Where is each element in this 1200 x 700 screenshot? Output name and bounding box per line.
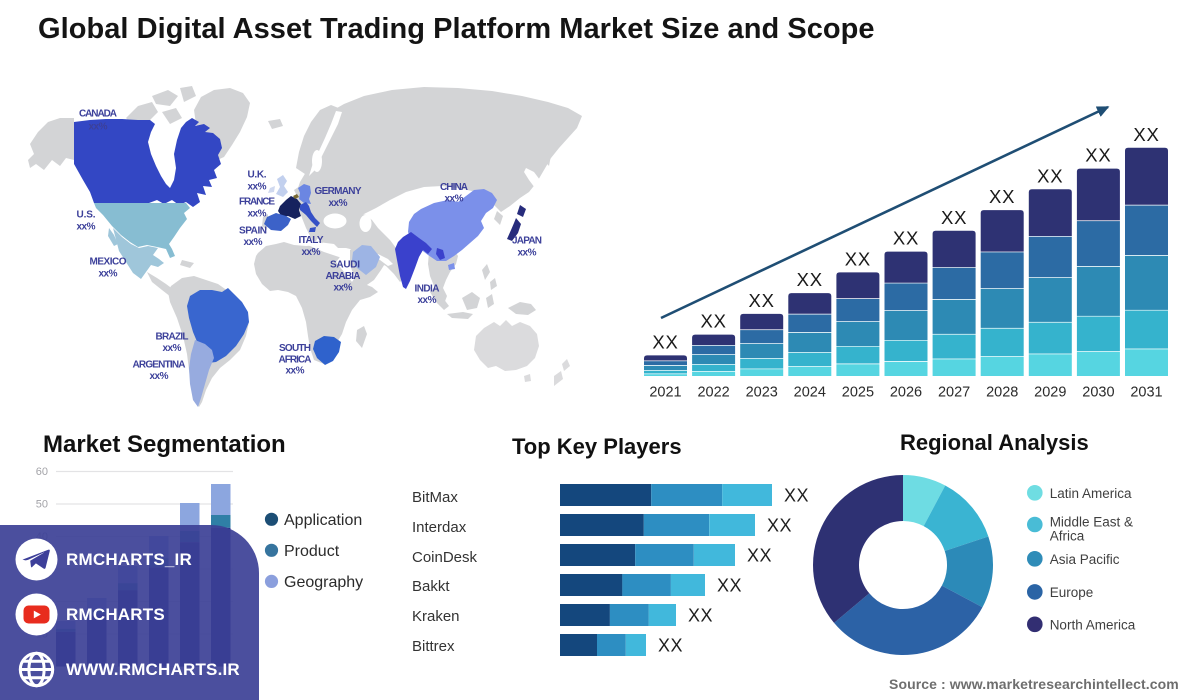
svg-text:2028: 2028 bbox=[986, 385, 1018, 401]
svg-text:XX: XX bbox=[784, 486, 809, 506]
svg-text:xx%: xx% bbox=[334, 283, 353, 294]
svg-text:Europe: Europe bbox=[1050, 585, 1094, 600]
svg-text:2027: 2027 bbox=[938, 385, 970, 401]
svg-text:XX: XX bbox=[941, 207, 967, 228]
svg-text:xx%: xx% bbox=[329, 198, 348, 209]
svg-text:BRAZIL: BRAZIL bbox=[156, 332, 189, 343]
svg-text:2030: 2030 bbox=[1082, 385, 1114, 401]
svg-text:SAUDI: SAUDI bbox=[330, 260, 360, 271]
svg-text:xx%: xx% bbox=[286, 366, 305, 377]
svg-text:CHINA: CHINA bbox=[440, 182, 468, 193]
svg-text:AFRICA: AFRICA bbox=[279, 355, 312, 366]
svg-text:ARABIA: ARABIA bbox=[326, 271, 361, 282]
svg-text:North America: North America bbox=[1050, 617, 1136, 632]
svg-text:XX: XX bbox=[1085, 145, 1111, 166]
svg-text:xx%: xx% bbox=[248, 182, 267, 193]
svg-text:2029: 2029 bbox=[1034, 385, 1066, 401]
svg-text:XX: XX bbox=[767, 516, 792, 536]
svg-text:ITALY: ITALY bbox=[299, 235, 324, 246]
svg-text:xx%: xx% bbox=[163, 343, 182, 354]
svg-text:xx%: xx% bbox=[302, 247, 321, 258]
svg-text:XX: XX bbox=[1037, 165, 1063, 186]
svg-text:2021: 2021 bbox=[649, 385, 681, 401]
svg-text:2026: 2026 bbox=[890, 385, 922, 401]
svg-text:XX: XX bbox=[797, 269, 823, 290]
svg-text:xx%: xx% bbox=[89, 122, 108, 133]
svg-text:Asia Pacific: Asia Pacific bbox=[1050, 552, 1120, 567]
svg-text:Latin America: Latin America bbox=[1050, 486, 1132, 501]
svg-text:XX: XX bbox=[688, 606, 713, 626]
svg-text:MEXICO: MEXICO bbox=[90, 257, 127, 268]
svg-text:2025: 2025 bbox=[842, 385, 874, 401]
svg-text:XX: XX bbox=[747, 546, 772, 566]
svg-text:xx%: xx% bbox=[445, 194, 464, 205]
svg-text:JAPAN: JAPAN bbox=[512, 236, 542, 247]
svg-text:XX: XX bbox=[989, 186, 1015, 207]
svg-text:XX: XX bbox=[749, 290, 775, 311]
svg-text:xx%: xx% bbox=[77, 222, 96, 233]
svg-text:U.S.: U.S. bbox=[77, 210, 96, 221]
svg-text:xx%: xx% bbox=[244, 237, 263, 248]
svg-text:2023: 2023 bbox=[746, 385, 778, 401]
svg-text:XX: XX bbox=[1133, 124, 1159, 145]
svg-text:xx%: xx% bbox=[518, 248, 537, 259]
svg-text:xx%: xx% bbox=[248, 209, 267, 220]
svg-text:FRANCE: FRANCE bbox=[239, 197, 275, 208]
svg-text:XX: XX bbox=[845, 248, 871, 269]
svg-text:U.K.: U.K. bbox=[248, 170, 267, 181]
svg-text:XX: XX bbox=[700, 311, 726, 332]
svg-text:2031: 2031 bbox=[1130, 385, 1162, 401]
svg-text:SOUTH: SOUTH bbox=[279, 343, 311, 354]
svg-text:50: 50 bbox=[36, 499, 48, 511]
svg-text:GERMANY: GERMANY bbox=[315, 186, 362, 197]
svg-text:2022: 2022 bbox=[697, 385, 729, 401]
svg-text:XX: XX bbox=[652, 331, 678, 352]
svg-text:xx%: xx% bbox=[418, 295, 437, 306]
svg-text:Africa: Africa bbox=[1050, 529, 1085, 544]
svg-text:CANADA: CANADA bbox=[79, 109, 117, 120]
svg-text:60: 60 bbox=[36, 466, 48, 478]
svg-text:2024: 2024 bbox=[794, 385, 826, 401]
svg-text:INDIA: INDIA bbox=[415, 284, 440, 295]
svg-text:xx%: xx% bbox=[150, 371, 169, 382]
svg-text:ARGENTINA: ARGENTINA bbox=[133, 360, 186, 371]
svg-text:Application: Application bbox=[284, 512, 362, 529]
svg-text:Middle East &: Middle East & bbox=[1050, 515, 1133, 530]
svg-text:XX: XX bbox=[893, 228, 919, 249]
svg-text:Geography: Geography bbox=[284, 574, 363, 591]
svg-text:SPAIN: SPAIN bbox=[239, 226, 267, 237]
svg-text:XX: XX bbox=[658, 636, 683, 656]
svg-text:xx%: xx% bbox=[99, 269, 118, 280]
svg-text:Product: Product bbox=[284, 543, 340, 560]
svg-text:XX: XX bbox=[717, 576, 742, 596]
